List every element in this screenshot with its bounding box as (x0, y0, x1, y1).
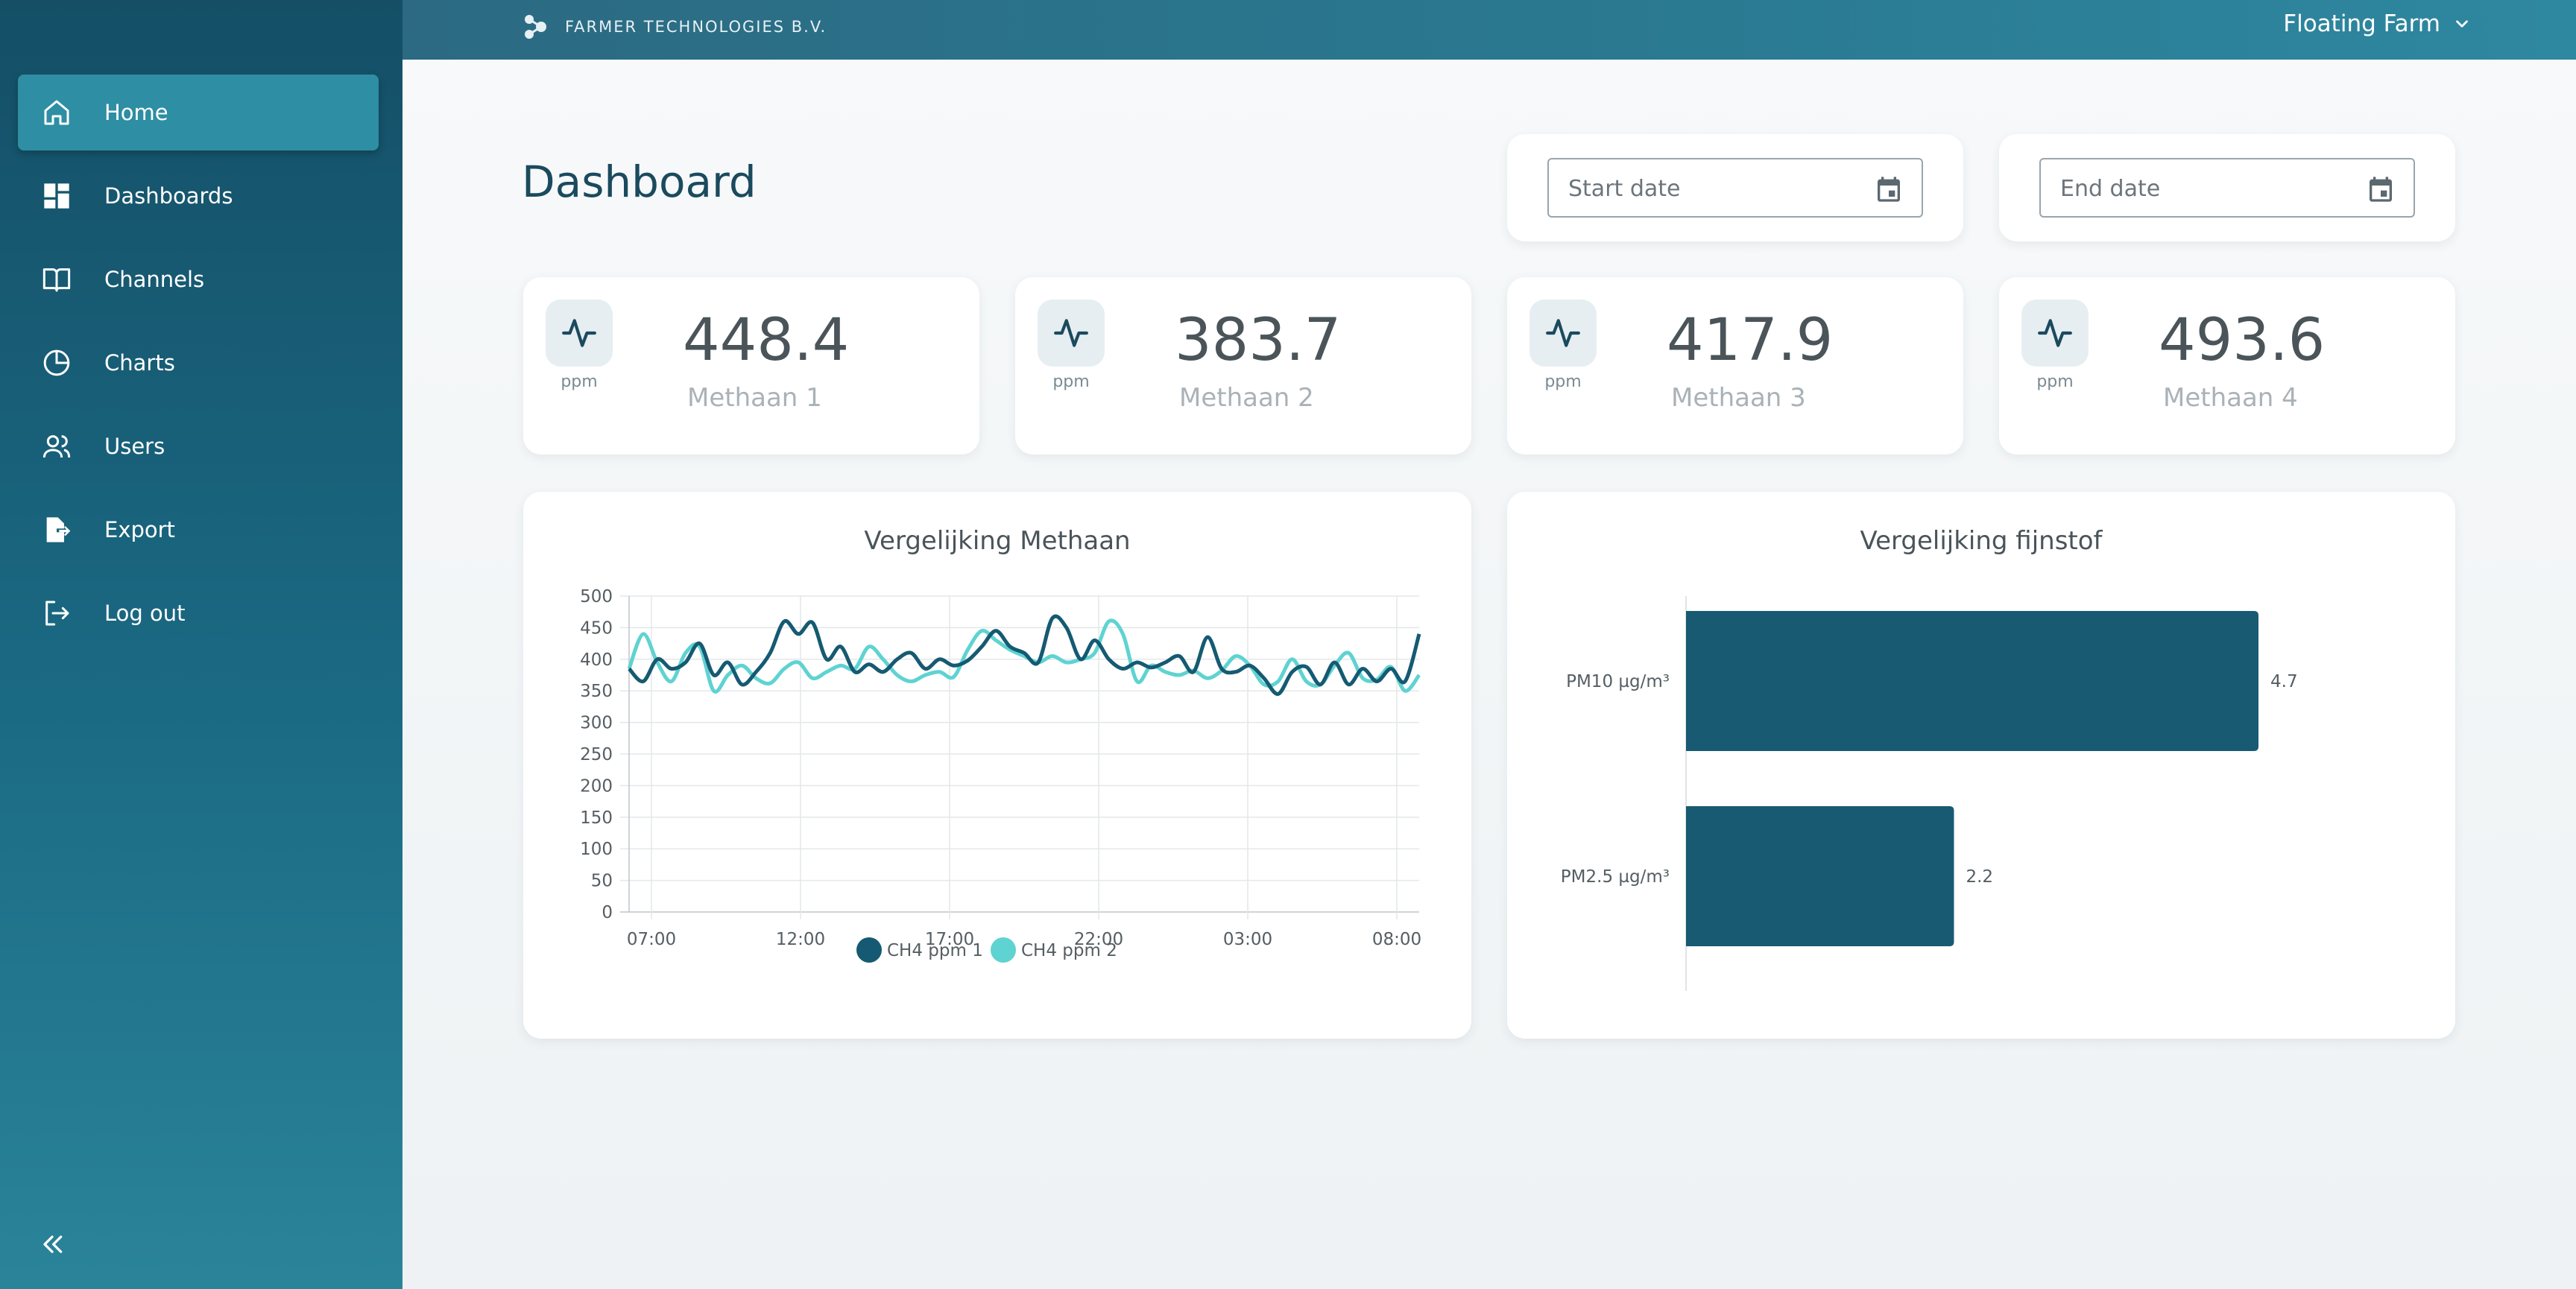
stat-name: Methaan 2 (1179, 383, 1314, 413)
x-tick-label: 03:00 (1223, 930, 1272, 949)
x-tick-label: 22:00 (1074, 930, 1123, 949)
sidebar-item-label: Dashboards (104, 183, 233, 209)
stat-card-methaan-4: ppm 493.6 Methaan 4 (1999, 277, 2455, 455)
activity-pulse-icon (2021, 300, 2089, 367)
data-label: 2.2 (1966, 867, 1993, 887)
topbar: FARMER TECHNOLOGIES B.V. Floating Farm (402, 0, 2576, 60)
bar (1686, 806, 1954, 946)
calendar-icon[interactable] (2366, 173, 2396, 206)
brand-name: FARMER TECHNOLOGIES B.V. (565, 18, 827, 36)
stat-unit: ppm (1544, 373, 1582, 391)
stat-card-methaan-3: ppm 417.9 Methaan 3 (1507, 277, 1963, 455)
x-tick-label: 08:00 (1372, 930, 1421, 949)
stat-unit: ppm (1052, 373, 1090, 391)
dashboard-grid-icon (40, 180, 73, 212)
methane-line-chart: 0 50 100 150 200 250 300 350 400 450 500 07:00 12:00… (580, 587, 1421, 963)
chevron-down-icon (2456, 20, 2468, 28)
y-tick-label: 200 (580, 776, 613, 796)
sidebar-item-charts[interactable]: Charts (18, 325, 379, 401)
x-tick-label: 07:00 (627, 930, 676, 949)
particulate-bar-chart: PM10 µg/m³ 4.7 PM2.5 µg/m³ 2.2 (1561, 596, 2298, 991)
activity-pulse-icon (1038, 300, 1105, 367)
stat-value: 417.9 (1667, 307, 1834, 374)
series-line-1 (628, 614, 1421, 696)
particulate-comparison-chart-card: Vergelijking fijnstof PM10 µg/m³ 4.7 PM2.5… (1507, 492, 2455, 1039)
y-tick-label: 50 (591, 872, 613, 891)
start-date-input[interactable]: Start date (1547, 158, 1923, 218)
y-tick-label: 400 (580, 650, 613, 670)
y-tick-label: 350 (580, 682, 613, 701)
sidebar-item-users[interactable]: Users (18, 408, 379, 484)
stat-card-methaan-2: ppm 383.7 Methaan 2 (1015, 277, 1471, 455)
users-icon (40, 430, 73, 463)
start-date-card: Start date (1507, 134, 1963, 241)
main-content: Dashboard Start date End date ppm 448.4 … (402, 60, 2576, 1289)
page-title: Dashboard (522, 156, 757, 207)
sidebar-item-label: Log out (104, 601, 186, 626)
stat-unit: ppm (2036, 373, 2074, 391)
y-tick-label: 450 (580, 618, 613, 638)
chart-title: Vergelijking fijnstof (1860, 526, 2103, 556)
sidebar-item-dashboards[interactable]: Dashboards (18, 158, 379, 234)
book-icon (40, 263, 73, 296)
stat-name: Methaan 1 (687, 383, 822, 413)
farm-selector[interactable]: Floating Farm (2283, 10, 2472, 37)
chart-title: Vergelijking Methaan (864, 526, 1131, 556)
stat-value: 383.7 (1175, 307, 1342, 374)
series-line-2 (627, 618, 1421, 694)
start-date-placeholder: Start date (1568, 176, 1681, 202)
methane-comparison-chart-card: Vergelijking Methaan 0 50 100 150 200 250 300 3… (523, 492, 1471, 1039)
legend-swatch (991, 937, 1016, 963)
company-logo-icon (525, 15, 546, 39)
home-icon (40, 96, 73, 129)
legend-label: CH4 ppm 1 (887, 941, 983, 960)
sidebar-item-home[interactable]: Home (18, 75, 379, 151)
end-date-input[interactable]: End date (2039, 158, 2415, 218)
sidebar-item-label: Channels (104, 267, 205, 292)
chevron-double-left-icon (43, 1235, 63, 1253)
logout-icon (40, 597, 73, 630)
sidebar-item-label: Charts (104, 350, 175, 376)
y-tick-label: 300 (580, 714, 613, 733)
x-tick-label: 12:00 (776, 930, 825, 949)
sidebar-item-label: Users (104, 434, 165, 459)
export-file-icon (40, 513, 73, 546)
sidebar-item-channels[interactable]: Channels (18, 241, 379, 317)
legend-label: CH4 ppm 2 (1021, 941, 1117, 960)
sidebar-item-logout[interactable]: Log out (18, 575, 379, 651)
sidebar-item-export[interactable]: Export (18, 492, 379, 568)
calendar-icon[interactable] (1874, 173, 1904, 206)
sidebar: Home Dashboards Channels Charts Users Ex… (0, 0, 402, 1289)
y-tick-label: 150 (580, 808, 613, 828)
stat-card-methaan-1: ppm 448.4 Methaan 1 (523, 277, 979, 455)
farm-name: Floating Farm (2283, 10, 2440, 37)
y-tick-label: 500 (580, 587, 613, 607)
x-tick-label: 17:00 (925, 930, 974, 949)
activity-pulse-icon (1530, 300, 1597, 367)
bar (1686, 611, 2258, 751)
collapse-sidebar-button[interactable] (37, 1229, 75, 1259)
pie-chart-icon (40, 346, 73, 379)
stat-unit: ppm (561, 373, 598, 391)
sidebar-item-label: Export (104, 517, 175, 542)
legend-swatch (856, 937, 882, 963)
activity-pulse-icon (546, 300, 613, 367)
brand: FARMER TECHNOLOGIES B.V. (520, 12, 827, 42)
category-label: PM2.5 µg/m³ (1561, 867, 1670, 887)
y-tick-label: 250 (580, 745, 613, 764)
stat-name: Methaan 3 (1671, 383, 1806, 413)
y-tick-label: 0 (602, 903, 613, 922)
category-label: PM10 µg/m³ (1566, 672, 1670, 691)
end-date-card: End date (1999, 134, 2455, 241)
y-tick-label: 100 (580, 840, 613, 859)
sidebar-item-label: Home (104, 100, 168, 125)
data-label: 4.7 (2270, 672, 2298, 691)
stat-name: Methaan 4 (2163, 383, 2298, 413)
stat-value: 493.6 (2159, 307, 2326, 374)
end-date-placeholder: End date (2060, 176, 2161, 202)
stat-value: 448.4 (683, 307, 850, 374)
